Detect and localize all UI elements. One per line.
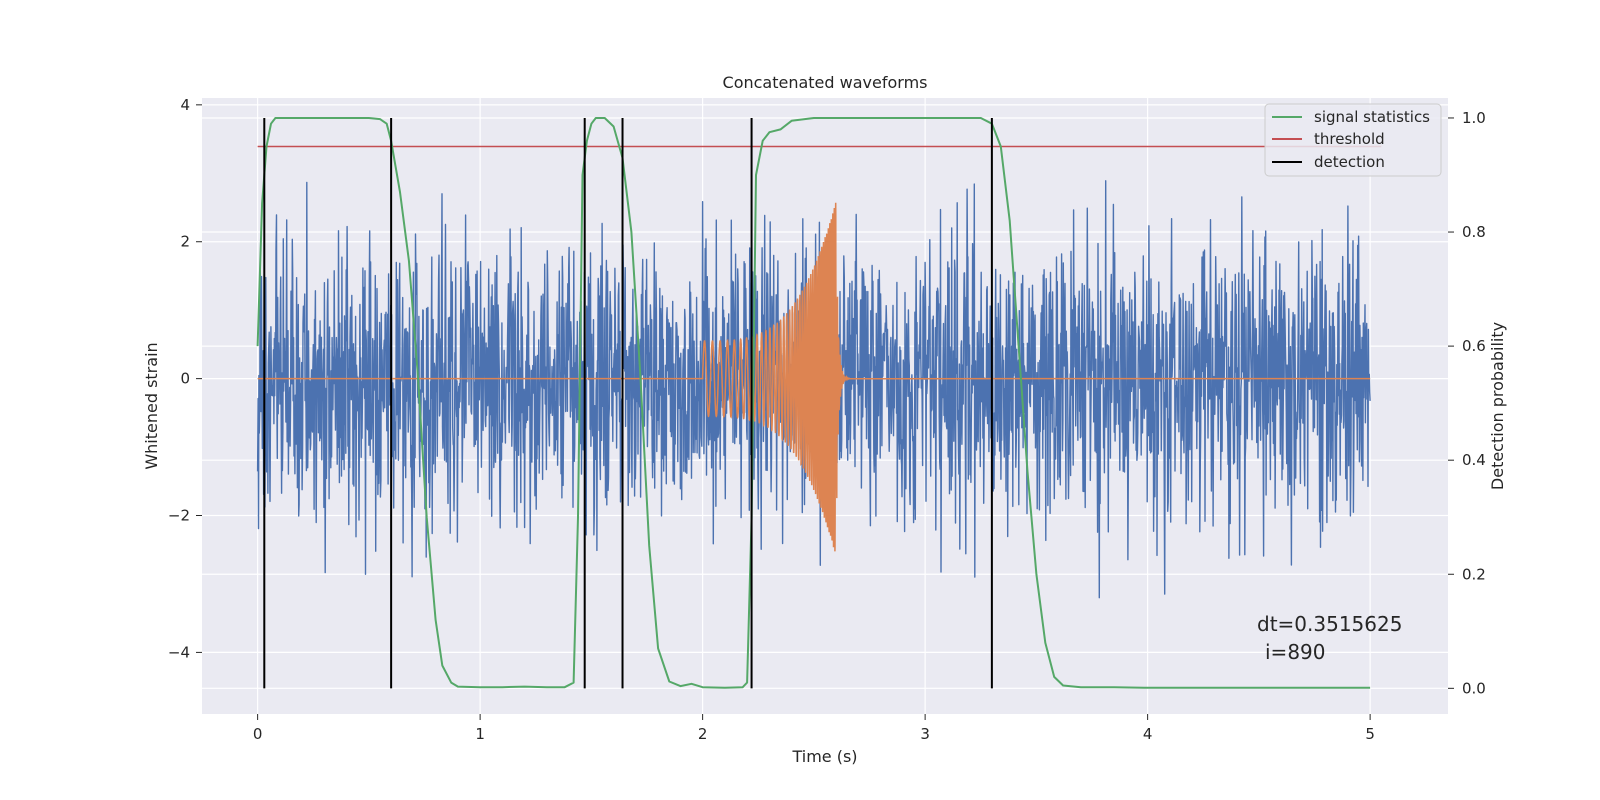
- chirp-series: [257, 202, 1371, 552]
- y-axis-label: Whitened strain: [142, 342, 161, 469]
- x-tick-label-2: 2: [698, 725, 708, 743]
- y-tick-label-4: 4: [180, 96, 190, 114]
- legend: signal statistics threshold detection: [1264, 103, 1442, 177]
- annotation-dt: dt=0.3515625: [1257, 612, 1402, 636]
- y2-tick-label-2: 0.4: [1462, 451, 1486, 469]
- y-tick-label-3: 2: [180, 233, 190, 251]
- legend-label-signal-statistics: signal statistics: [1314, 108, 1430, 126]
- x-axis-label: Time (s): [791, 747, 857, 766]
- x-tick-label-0: 0: [253, 725, 263, 743]
- chirp-line: [257, 202, 1371, 552]
- axis-ticks: 0 1 2 3 4 5 −4 −2 0 2 4 0.0 0.2 0.4 0.6 0.8 1.0: [168, 96, 1486, 743]
- x-tick-label-3: 3: [920, 725, 930, 743]
- x-tick-label-1: 1: [475, 725, 485, 743]
- y-tick-label-1: −2: [168, 507, 190, 525]
- x-tick-label-4: 4: [1143, 725, 1153, 743]
- y2-tick-label-0: 0.0: [1462, 679, 1486, 697]
- y2-tick-label-1: 0.2: [1462, 565, 1486, 583]
- detection-series: [263, 117, 993, 689]
- x-tick-label-5: 5: [1365, 725, 1375, 743]
- chart-title: Concatenated waveforms: [723, 73, 928, 92]
- legend-label-detection: detection: [1314, 153, 1385, 171]
- y2-tick-label-5: 1.0: [1462, 109, 1486, 127]
- legend-box: [1264, 103, 1442, 177]
- y-tick-label-2: 0: [180, 370, 190, 388]
- y-tick-label-0: −4: [168, 643, 190, 661]
- y2-tick-label-4: 0.8: [1462, 223, 1486, 241]
- signal-statistics-series: [256, 117, 1371, 689]
- annotation-i: i=890: [1265, 640, 1326, 664]
- signal-statistics-line: [256, 117, 1371, 689]
- y2-axis-label: Detection probability: [1488, 322, 1507, 490]
- legend-label-threshold: threshold: [1314, 130, 1385, 148]
- y2-tick-label-3: 0.6: [1462, 337, 1486, 355]
